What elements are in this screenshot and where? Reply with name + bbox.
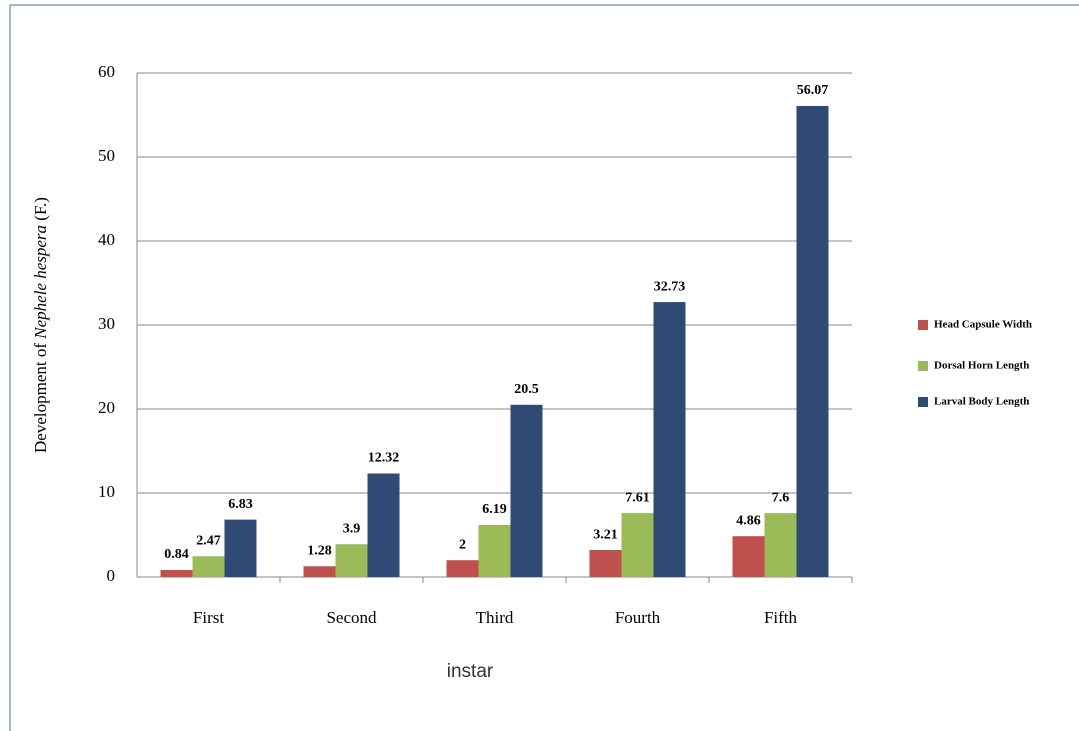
y-tick-label: 50 [98,146,115,165]
y-label-italic: Nephele hespera [31,225,50,340]
value-label: 32.73 [654,279,686,294]
bar [446,560,479,577]
bar [224,519,257,577]
y-tick-label: 0 [107,566,116,585]
value-label: 3.9 [343,521,361,536]
x-axis-label: instar [447,661,494,682]
bar [335,544,368,577]
y-tick-label: 60 [98,62,115,81]
value-label: 20.5 [514,382,539,397]
bar [653,302,686,577]
y-tick-label: 40 [98,230,115,249]
value-label: 7.6 [772,490,790,505]
y-tick-label: 10 [98,482,115,501]
bar [478,525,511,577]
value-label: 1.28 [307,543,332,558]
bar [796,106,829,578]
value-label: 3.21 [593,527,618,542]
value-label: 12.32 [368,451,400,466]
y-axis-label: Development of Nephele hespera (F.) [31,197,50,453]
value-label: 2 [459,537,466,552]
value-label: 6.19 [482,502,507,517]
value-label: 0.84 [164,547,189,562]
x-tick-label: First [193,608,224,627]
value-label: 2.47 [196,533,221,548]
y-tick-label: 20 [98,398,115,417]
y-tick-label: 30 [98,314,115,333]
x-tick-label: Second [326,608,377,627]
bar [367,473,400,577]
legend-label: Dorsal Horn Length [934,360,1029,372]
x-tick-label: Fifth [764,608,798,627]
bar [589,550,622,577]
legend-swatch [918,361,928,371]
y-label-tail: (F.) [31,197,50,221]
bar [192,556,225,577]
bar [621,513,654,577]
legend-swatch [918,320,928,330]
value-label: 56.07 [797,83,829,98]
bar [510,404,543,577]
value-label: 7.61 [625,490,650,505]
bar [303,566,336,577]
legend-swatch [918,397,928,407]
legend-label: Larval Body Length [934,396,1029,408]
y-label-plain: Development of [31,343,50,453]
value-label: 6.83 [228,497,253,512]
value-label: 4.86 [736,513,761,528]
bar [732,536,765,577]
bar [160,569,193,577]
bar [764,513,797,577]
x-tick-label: Fourth [615,608,661,627]
legend-label: Head Capsule Width [934,319,1032,331]
x-tick-label: Third [476,608,514,627]
